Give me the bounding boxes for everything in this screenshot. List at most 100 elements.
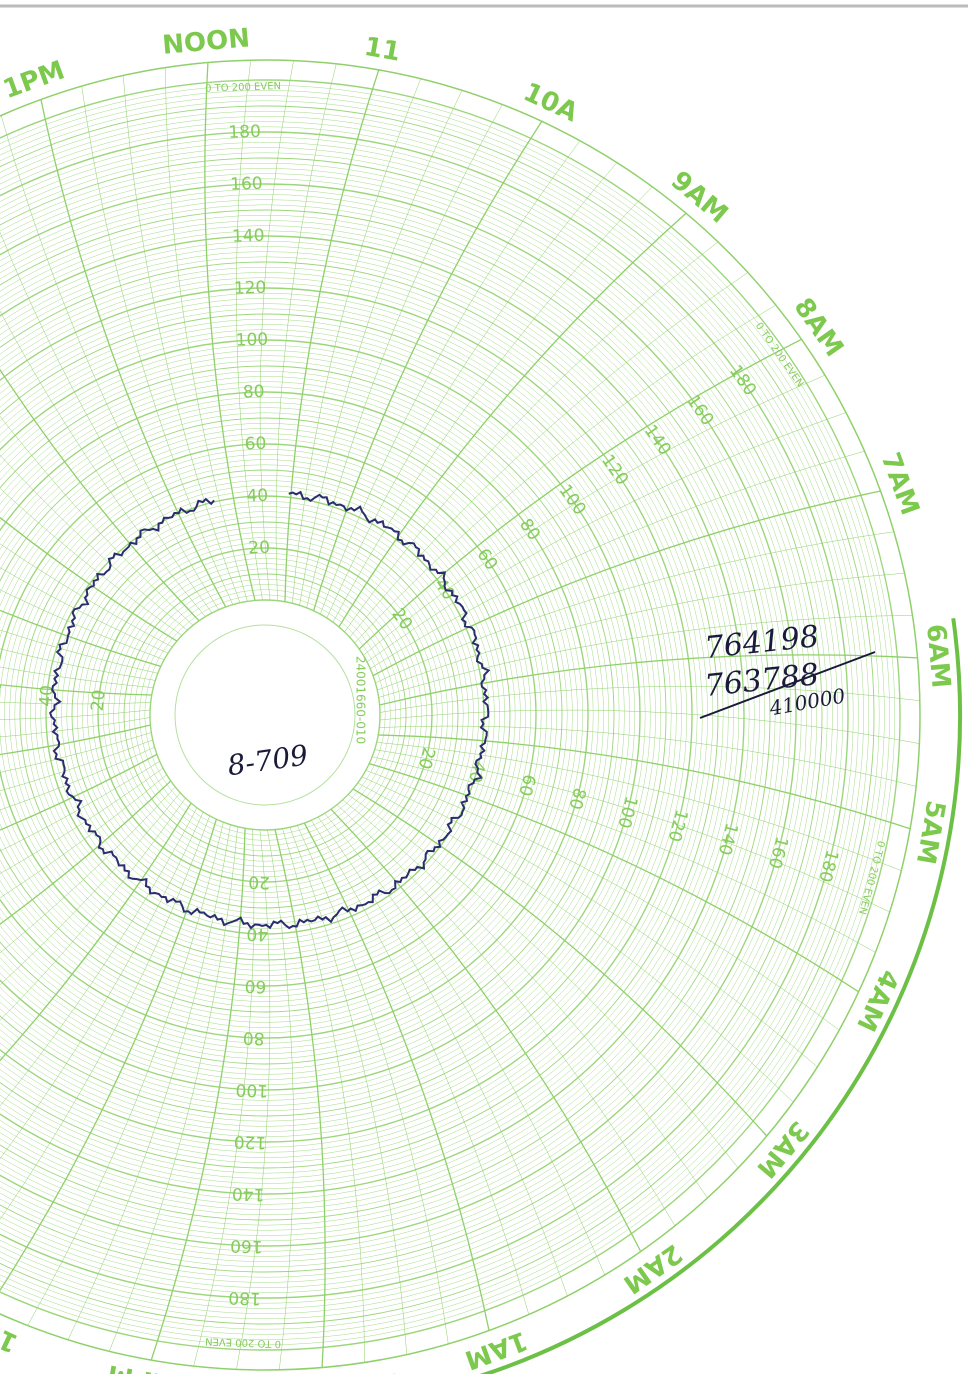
time-line (377, 572, 905, 691)
scale-label: 60 (244, 975, 266, 996)
time-line (0, 819, 218, 1292)
time-line (204, 62, 256, 601)
ring (0, 376, 604, 1054)
ring (0, 308, 672, 1122)
ring (0, 173, 807, 1257)
scale-label: 140 (232, 226, 265, 247)
time-line (81, 86, 234, 605)
time-line (366, 412, 847, 663)
ring (0, 95, 885, 1335)
scale-label: 60 (0, 680, 6, 703)
scale-note: 0 TO 200 EVEN (205, 1335, 281, 1349)
time-line (378, 734, 911, 830)
time-line (365, 770, 840, 1031)
time-line (0, 701, 151, 705)
time-line (0, 807, 198, 1107)
ring (0, 324, 656, 1106)
time-line (354, 304, 776, 644)
ring (0, 126, 854, 1304)
time-line (0, 724, 151, 756)
time-line (326, 162, 618, 619)
ring (0, 199, 781, 1231)
scale-note: 0 TO 200 EVEN (205, 81, 281, 95)
ring (108, 558, 422, 872)
part-number: 24001660-010 (354, 656, 368, 744)
ring (0, 282, 698, 1148)
time-line (357, 782, 794, 1103)
ring (0, 329, 651, 1101)
scale-label: 60 (244, 434, 266, 455)
ring (9, 459, 521, 971)
ring (0, 189, 791, 1241)
time-line (0, 648, 156, 681)
time-line (0, 774, 167, 899)
ring (0, 412, 568, 1018)
time-line (369, 762, 859, 993)
ring (0, 267, 713, 1163)
hour-label: 6AM (920, 623, 955, 689)
time-line (338, 212, 687, 628)
scale-label: 20 (88, 689, 110, 712)
ring (0, 438, 542, 992)
ring (0, 319, 661, 1111)
time-line (376, 742, 902, 871)
time-line (363, 374, 826, 656)
time-line (324, 813, 606, 1276)
time-line (67, 824, 231, 1340)
ring (128, 578, 402, 852)
ring (0, 449, 531, 981)
time-line (292, 78, 421, 604)
time-line (347, 794, 739, 1169)
time-line (370, 450, 865, 669)
ring (0, 178, 802, 1252)
time-line (0, 543, 173, 648)
ring (0, 90, 890, 1340)
ring (113, 563, 417, 867)
time-line (342, 799, 708, 1199)
ring (139, 589, 391, 841)
hub (174, 624, 356, 806)
ring (0, 121, 859, 1309)
ring (0, 220, 760, 1210)
time-line (284, 69, 380, 602)
time-line (0, 709, 151, 720)
scale-label: 120 (234, 1131, 267, 1152)
time-line (0, 415, 194, 626)
ring (4, 454, 526, 976)
ring (0, 261, 719, 1169)
scale-label: 40 (246, 486, 268, 507)
time-line (40, 99, 227, 608)
time-line (109, 826, 238, 1352)
ring (0, 433, 547, 997)
ring (56, 506, 474, 924)
time-line (267, 829, 294, 1370)
scale-label: 100 (235, 1079, 268, 1100)
ring (134, 584, 396, 846)
time-line (317, 816, 568, 1297)
time-line (320, 140, 581, 615)
ring (61, 511, 469, 919)
time-line (0, 732, 152, 773)
ring (35, 485, 495, 945)
ring (0, 147, 833, 1283)
outer-ring (0, 59, 921, 1371)
scale-label: 40 (246, 923, 268, 944)
ring (0, 142, 838, 1288)
time-line (193, 829, 255, 1367)
ring (0, 355, 625, 1075)
time-line (379, 725, 917, 787)
ring (149, 599, 381, 831)
time-line (0, 310, 206, 617)
ring (0, 402, 578, 1028)
ring (0, 303, 677, 1127)
time-line (0, 811, 204, 1160)
time-line (0, 780, 172, 925)
ring (0, 85, 895, 1345)
time-line (358, 338, 802, 650)
ring (66, 516, 464, 914)
ring (0, 246, 734, 1184)
pen-trace (49, 490, 491, 930)
time-line (150, 828, 246, 1361)
